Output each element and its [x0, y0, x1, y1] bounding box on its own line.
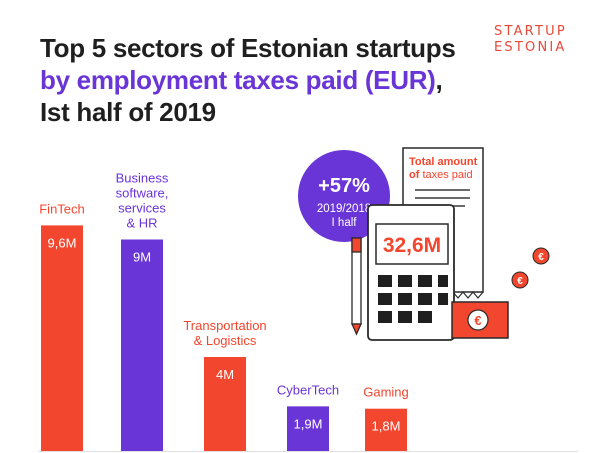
category-label: Business software, services & HR — [116, 171, 169, 231]
title-line-3: Ist half of 2019 — [40, 97, 216, 127]
illustration: Total amount of taxes paid +57% 2019/201… — [298, 147, 550, 341]
bar-value-label: 1,8M — [372, 419, 401, 434]
divider — [38, 451, 578, 452]
category-label: Gaming — [363, 385, 409, 400]
total-value: 32,6M — [383, 234, 441, 257]
growth-period-line-2: I half — [332, 217, 358, 229]
bar-value-label: 9M — [133, 250, 151, 265]
banknote-icon: € — [451, 301, 509, 339]
bar-3 — [287, 406, 329, 451]
bar-0 — [41, 225, 83, 451]
bar-4 — [365, 408, 407, 451]
svg-text:€: € — [538, 252, 544, 263]
receipt-title-line-1: Total amount — [409, 156, 478, 168]
bar-2 — [204, 357, 246, 451]
category-label: FinTech — [39, 201, 85, 216]
category-label: Transportation & Logistics — [183, 318, 266, 348]
pencil-icon — [350, 237, 363, 336]
bar-1 — [121, 239, 163, 451]
growth-badge: +57% 2019/2018 I half — [298, 150, 390, 242]
svg-text:€: € — [517, 276, 523, 287]
growth-value: +57% — [318, 175, 370, 197]
bar-value-label: 1,9M — [294, 416, 323, 431]
coin-icon: € € — [511, 247, 550, 289]
title-comma: , — [435, 65, 443, 95]
startup-estonia-logo: STARTUP ESTONIA — [494, 24, 574, 56]
bar-value-label: 9,6M — [48, 235, 77, 250]
title-line-2: by employment taxes paid (EUR) — [40, 65, 436, 95]
growth-period-line-1: 2019/2018 — [317, 203, 371, 215]
title-line-1: Top 5 sectors of Estonian startups — [40, 33, 456, 63]
category-label: CyberTech — [277, 382, 339, 397]
receipt-title-line-2: of taxes paid — [409, 169, 473, 181]
calculator-icon: 32,6M — [367, 204, 455, 341]
bar-value-label: 4M — [216, 367, 234, 382]
bars-layer: 9,6M FinTech 9M Business software, services & … — [39, 171, 409, 451]
logo-line-1: STARTUP — [494, 24, 567, 39]
chart-title: Top 5 sectors of Estonian startups by emp… — [40, 32, 456, 128]
logo-line-2: ESTONIA — [494, 40, 567, 55]
euro-symbol: € — [474, 313, 481, 328]
